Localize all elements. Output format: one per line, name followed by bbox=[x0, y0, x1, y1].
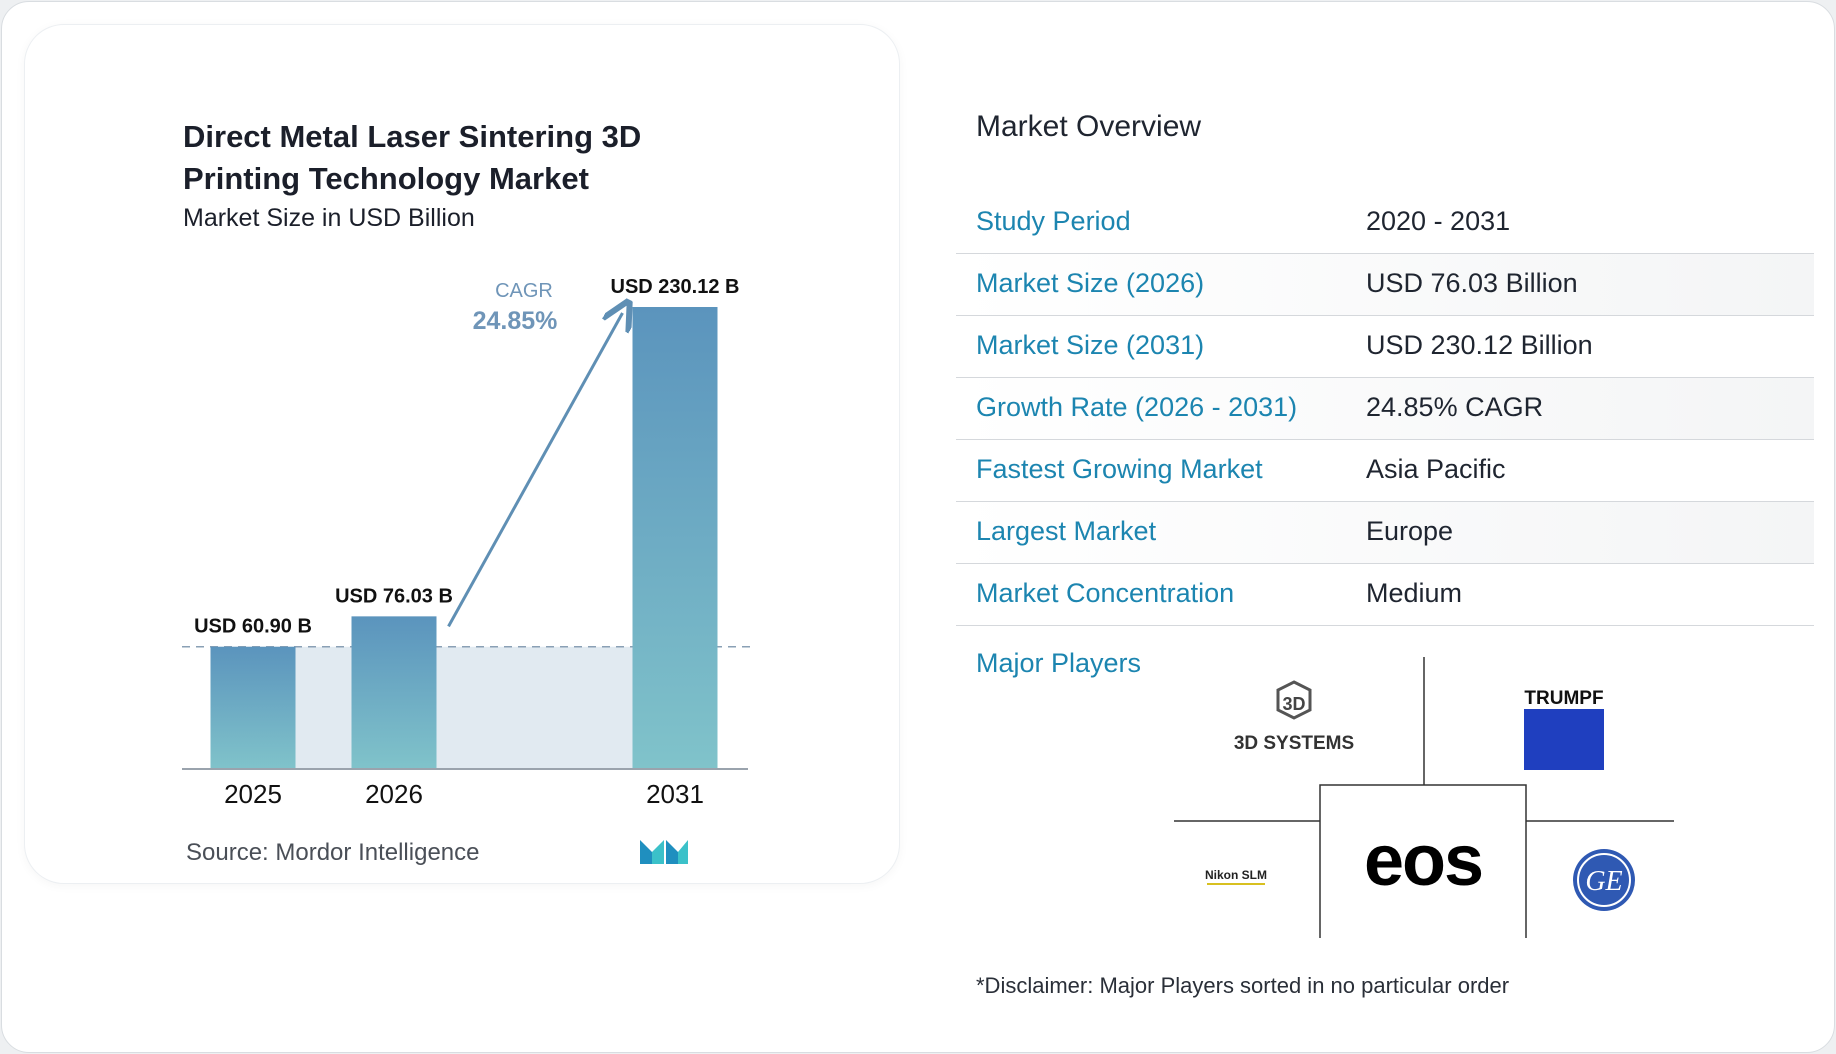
mordor-intelligence-logo bbox=[640, 840, 688, 864]
cagr-label: CAGR bbox=[495, 280, 553, 302]
chart-title: Direct Metal Laser Sintering 3D Printing… bbox=[183, 119, 642, 196]
growth-area-shade bbox=[210, 646, 718, 769]
major-players-label: Major Players bbox=[976, 648, 1142, 678]
nikon-slm-logo-text: Nikon SLM bbox=[1205, 868, 1267, 882]
trumpf-logo: TRUMPF bbox=[1524, 688, 1604, 770]
overview-row: Fastest Growing Market Asia Pacific bbox=[956, 440, 1814, 502]
data-label-2031: USD 230.12 B bbox=[611, 276, 740, 298]
market-overview-table: Study Period 2020 - 2031 Market Size (202… bbox=[956, 192, 1814, 626]
overview-row-label: Market Concentration bbox=[976, 578, 1235, 608]
bar-2025 bbox=[210, 646, 296, 769]
3d-systems-logo-text: 3D SYSTEMS bbox=[1234, 733, 1354, 754]
trumpf-logo-text: TRUMPF bbox=[1524, 688, 1603, 709]
overview-row: Market Concentration Medium bbox=[956, 564, 1814, 626]
eos-logo-text: eos bbox=[1364, 821, 1482, 901]
overview-row-label: Fastest Growing Market bbox=[976, 454, 1263, 484]
bar-2026 bbox=[351, 616, 437, 769]
ge-logo: GE bbox=[1573, 849, 1635, 911]
disclaimer: *Disclaimer: Major Players sorted in no … bbox=[976, 973, 1510, 998]
overview-row-value: USD 230.12 Billion bbox=[1366, 330, 1593, 360]
cagr-value: 24.85% bbox=[473, 307, 558, 335]
eos-logo: eos bbox=[1364, 821, 1484, 901]
overview-row-label: Market Size (2026) bbox=[976, 268, 1205, 298]
overview-row-value: 24.85% CAGR bbox=[1366, 392, 1544, 422]
svg-text:3D: 3D bbox=[1282, 694, 1305, 714]
overview-row: Growth Rate (2026 - 2031) 24.85% CAGR bbox=[956, 378, 1814, 440]
overview-row: Market Size (2026) USD 76.03 Billion bbox=[956, 254, 1814, 316]
x-tick-label-2031: 2031 bbox=[646, 779, 704, 809]
overview-row: Largest Market Europe bbox=[956, 502, 1814, 564]
bar-chart: USD 60.90 B 2025 USD 76.03 B 2026 USD 230.12… bbox=[182, 276, 752, 809]
cagr-arrow bbox=[447, 313, 623, 628]
market-overview-title: Market Overview bbox=[976, 110, 1202, 143]
overview-row-value: Europe bbox=[1366, 516, 1454, 546]
overview-row: Study Period 2020 - 2031 bbox=[956, 192, 1814, 254]
bar-2031 bbox=[632, 307, 718, 769]
source-note: Source: Mordor Intelligence bbox=[186, 839, 480, 866]
3d-systems-logo: 3D 3D SYSTEMS bbox=[1234, 680, 1354, 754]
overview-row-label: Market Size (2031) bbox=[976, 330, 1205, 360]
chart-subtitle: Market Size in USD Billion bbox=[183, 204, 475, 232]
overview-row-value: Medium bbox=[1366, 578, 1463, 608]
overview-row: Market Size (2031) USD 230.12 Billion bbox=[956, 316, 1814, 378]
x-tick-label-2025: 2025 bbox=[224, 779, 282, 809]
overview-row-value: Asia Pacific bbox=[1366, 454, 1506, 484]
overview-row-label: Largest Market bbox=[976, 516, 1157, 546]
overview-row-value: USD 76.03 Billion bbox=[1366, 268, 1578, 298]
data-label-2026: USD 76.03 B bbox=[335, 585, 453, 607]
overview-row-label: Growth Rate (2026 - 2031) bbox=[976, 392, 1298, 422]
overview-row-value: 2020 - 2031 bbox=[1366, 206, 1511, 236]
x-tick-label-2026: 2026 bbox=[365, 779, 423, 809]
grid-divider bbox=[1319, 784, 1527, 938]
overview-row-label: Study Period bbox=[976, 206, 1131, 236]
major-players-grid: 3D 3D SYSTEMS TRUMPF Nikon SLM eos GE bbox=[1174, 657, 1674, 938]
ge-logo-text: GE bbox=[1585, 866, 1622, 897]
data-label-2025: USD 60.90 B bbox=[194, 616, 312, 638]
nikon-slm-logo: Nikon SLM bbox=[1205, 868, 1267, 885]
